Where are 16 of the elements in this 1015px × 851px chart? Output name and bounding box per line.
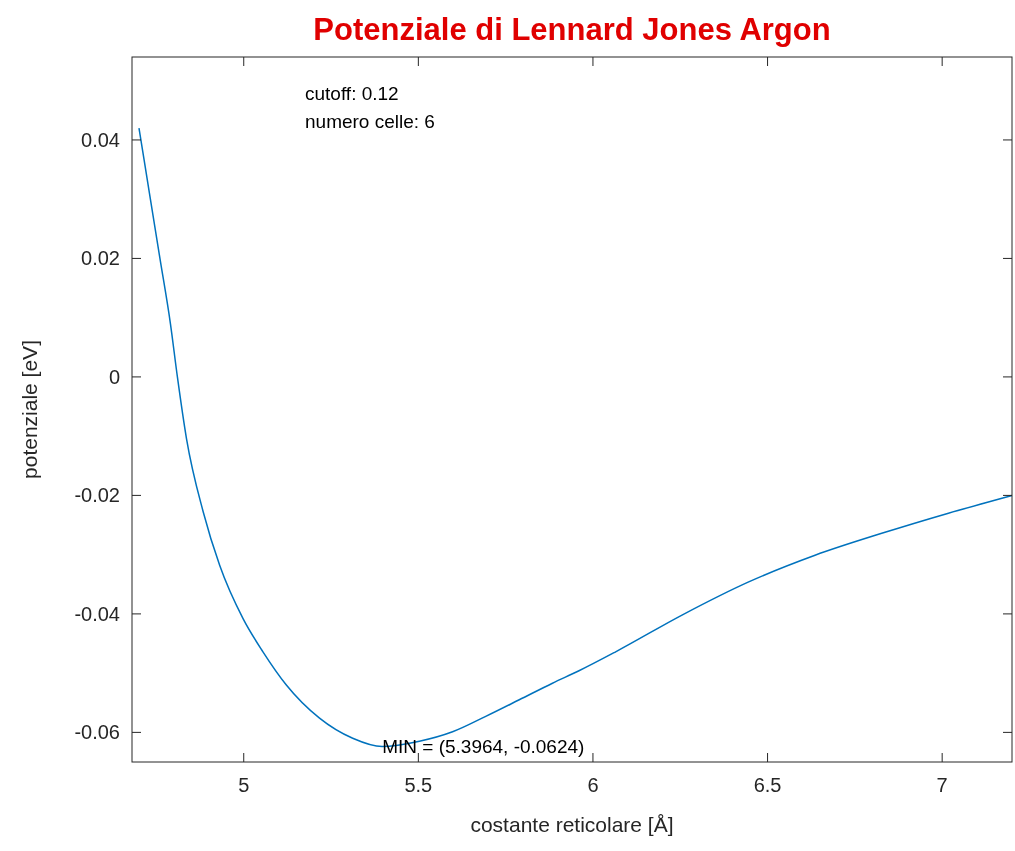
y-axis-title: potenziale [eV] — [18, 340, 41, 479]
y-tick-label: -0.02 — [74, 484, 120, 507]
y-tick-label: 0 — [108, 365, 120, 388]
x-tick-label: 5.5 — [404, 774, 433, 796]
x-tick-label: 6 — [587, 774, 599, 796]
y-tick-label: -0.06 — [74, 721, 120, 744]
chart-title: Potenziale di Lennard Jones Argon — [313, 12, 831, 47]
y-tick-label: -0.04 — [74, 602, 120, 625]
y-tick-label: 0.02 — [81, 247, 120, 270]
x-tick-label: 6.5 — [753, 774, 782, 796]
x-axis-title: costante reticolare [Å] — [470, 813, 674, 836]
y-tick-label: 0.04 — [81, 128, 120, 151]
x-tick-label: 5 — [238, 774, 250, 796]
annotation: numero celle: 6 — [305, 111, 435, 132]
annotation: cutoff: 0.12 — [305, 83, 399, 104]
x-tick-label: 7 — [936, 774, 948, 796]
